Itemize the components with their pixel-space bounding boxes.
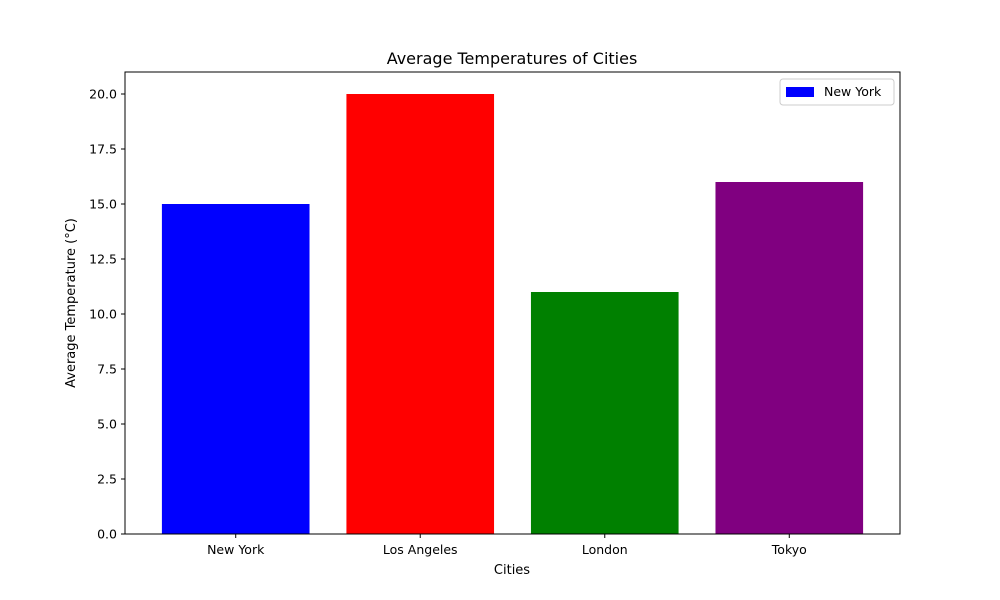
x-tick-label: London bbox=[582, 542, 628, 557]
legend: New York bbox=[779, 78, 895, 106]
x-tick-label: New York bbox=[207, 542, 265, 557]
bar-new-york bbox=[161, 204, 310, 534]
bar-tokyo bbox=[715, 182, 864, 534]
y-tick-label: 7.5 bbox=[97, 362, 117, 377]
y-tick-label: 15.0 bbox=[89, 197, 117, 212]
y-tick-label: 20.0 bbox=[89, 87, 117, 102]
legend-box bbox=[779, 78, 895, 106]
x-tick-label: Tokyo bbox=[771, 542, 807, 557]
y-tick-label: 12.5 bbox=[89, 252, 117, 267]
x-tick-label: Los Angeles bbox=[383, 542, 458, 557]
y-tick-label: 5.0 bbox=[97, 417, 117, 432]
y-tick-label: 10.0 bbox=[89, 307, 117, 322]
bar-los-angeles bbox=[346, 94, 495, 534]
y-tick-label: 2.5 bbox=[97, 472, 117, 487]
legend-swatch-new-york bbox=[786, 87, 814, 97]
bars-group bbox=[161, 94, 864, 534]
y-tick-label: 0.0 bbox=[97, 527, 117, 542]
y-axis-label: Average Temperature (°C) bbox=[64, 218, 79, 388]
y-axis-ticks: 0.0 2.5 5.0 7.5 10.0 12.5 15.0 17.5 20.0 bbox=[89, 87, 125, 542]
y-tick-label: 17.5 bbox=[89, 142, 117, 157]
x-axis-label: Cities bbox=[494, 563, 530, 578]
legend-label-new-york: New York bbox=[824, 84, 882, 99]
bar-london bbox=[530, 292, 679, 534]
chart-title: Average Temperatures of Cities bbox=[387, 49, 638, 68]
plot-frame bbox=[124, 71, 901, 535]
x-axis-ticks: New York Los Angeles London Tokyo bbox=[207, 534, 807, 557]
